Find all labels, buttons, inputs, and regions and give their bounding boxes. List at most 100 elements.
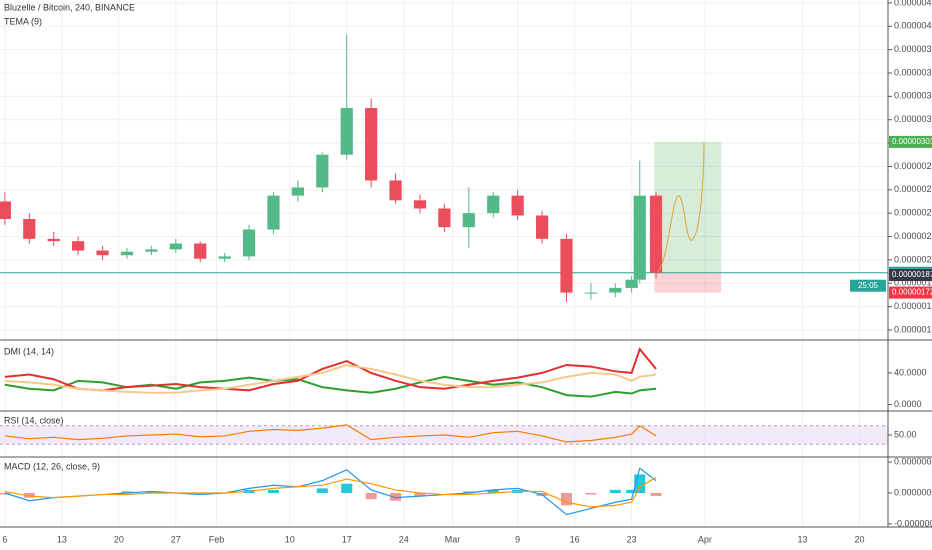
- price-tag-label: 0.00000301: [892, 137, 932, 146]
- price-tag: [889, 135, 932, 148]
- x-tick-label: 9: [515, 534, 520, 544]
- histogram-bar: [650, 493, 662, 497]
- histogram-bar: [267, 489, 279, 493]
- indicator-line: [4, 467, 657, 516]
- histogram-bar: [585, 493, 597, 495]
- indicator-line: [4, 375, 657, 398]
- candle-body: [389, 180, 402, 201]
- y-tick-label: 0.00000000: [894, 487, 932, 497]
- loss-zone: [654, 272, 722, 293]
- y-tick-label: 0.00000260: [894, 184, 932, 194]
- candle-body: [145, 249, 158, 252]
- candle-body: [96, 250, 109, 256]
- indicator-title: DMI (14, 14): [4, 346, 54, 356]
- histogram-bar: [365, 493, 377, 500]
- x-tick-label: 23: [627, 534, 637, 544]
- y-tick-label: 0.00000160: [894, 301, 932, 311]
- candle-body: [316, 154, 329, 188]
- histogram-bar: [390, 493, 402, 501]
- forecast-path: [657, 141, 705, 273]
- x-tick-label: Apr: [698, 534, 712, 544]
- candle-body: [584, 292, 598, 294]
- histogram-bar: [463, 491, 475, 493]
- histogram-bar: [609, 489, 621, 493]
- candle-body: [242, 229, 256, 257]
- y-tick-label: 40.0000: [894, 367, 927, 377]
- indicator-line: [4, 424, 657, 443]
- x-tick-label: 17: [342, 534, 352, 544]
- x-tick-label: 16: [570, 534, 580, 544]
- indicator-line: [4, 347, 657, 392]
- histogram-bar: [194, 493, 206, 495]
- histogram-bar: [487, 489, 499, 493]
- chart-title: Bluzelle / Bitcoin, 240, BINANCE: [4, 2, 135, 12]
- x-tick-label: Feb: [209, 534, 225, 544]
- indicator-title: RSI (14, close): [4, 415, 64, 425]
- indicator-title: MACD (12, 26, close, 9): [4, 461, 100, 471]
- histogram-bar: [145, 491, 157, 493]
- y-tick-label: 0.00000200: [894, 254, 932, 264]
- candle-body: [462, 213, 475, 228]
- candle-body: [291, 187, 305, 196]
- y-tick-label: 0.00000340: [894, 91, 932, 101]
- candle-body: [0, 201, 11, 219]
- candle-body: [267, 195, 280, 230]
- histogram-bar: [316, 488, 328, 493]
- y-tick-label: 50.00: [894, 429, 917, 439]
- y-tick-label: 0.00000280: [894, 161, 932, 171]
- candle-body: [72, 241, 85, 251]
- y-tick-label: 0.00000240: [894, 208, 932, 218]
- y-tick-label: 0.00000020: [894, 456, 932, 466]
- candle-body: [218, 256, 231, 259]
- profit-zone: [654, 141, 722, 273]
- x-tick-label: 10: [285, 534, 295, 544]
- candle-body: [625, 279, 638, 288]
- x-tick-label: Mar: [445, 534, 461, 544]
- candle-body: [535, 215, 549, 239]
- y-tick-label: 0.00000420: [894, 0, 932, 7]
- x-tick-label: 6: [2, 534, 7, 544]
- candle-body: [609, 287, 622, 293]
- y-tick-label: 0.00000400: [894, 21, 932, 31]
- indicator-line: [4, 363, 657, 394]
- candle-body: [649, 195, 663, 273]
- marks: [0, 34, 888, 516]
- countdown: 25:05: [858, 281, 879, 290]
- countdown-tag: [850, 279, 886, 292]
- candle-body: [365, 108, 378, 181]
- candle-body: [413, 200, 427, 209]
- candle-body: [340, 108, 353, 155]
- histogram-bar: [561, 493, 572, 506]
- indicator-title: TEMA (9): [4, 16, 42, 26]
- candle-body: [47, 238, 60, 242]
- indicator-line: [4, 477, 657, 508]
- x-tick-label: 27: [171, 534, 181, 544]
- candle-body: [487, 195, 500, 214]
- x-tick-label: 13: [57, 534, 67, 544]
- candle-body: [511, 195, 524, 216]
- y-tick-label: 0.00000140: [894, 324, 932, 334]
- candle-body: [23, 218, 36, 239]
- price-tag-label: 0.00000187: [892, 270, 932, 279]
- histogram-bar: [626, 489, 638, 493]
- price-tag-label: 0.00000172: [892, 288, 932, 297]
- y-tick-label: -0.00000020: [894, 518, 932, 528]
- histogram-bar: [121, 491, 133, 493]
- histogram-bar: [634, 474, 646, 493]
- x-tick-label: 20: [855, 534, 865, 544]
- histogram-bar: [414, 493, 426, 497]
- x-tick-label: 20: [114, 534, 124, 544]
- candle-body: [194, 243, 207, 259]
- x-tick-label: 24: [399, 534, 409, 544]
- candle-body: [633, 195, 646, 280]
- y-tick-label: 0.00000360: [894, 67, 932, 77]
- price-tag: [889, 269, 932, 282]
- y-tick-label: 0.00000320: [894, 114, 932, 124]
- candle-body: [120, 251, 134, 256]
- histogram-bar: [341, 483, 353, 493]
- candle-body: [438, 208, 451, 228]
- x-tick-label: 13: [798, 534, 808, 544]
- price-tag: [889, 286, 932, 299]
